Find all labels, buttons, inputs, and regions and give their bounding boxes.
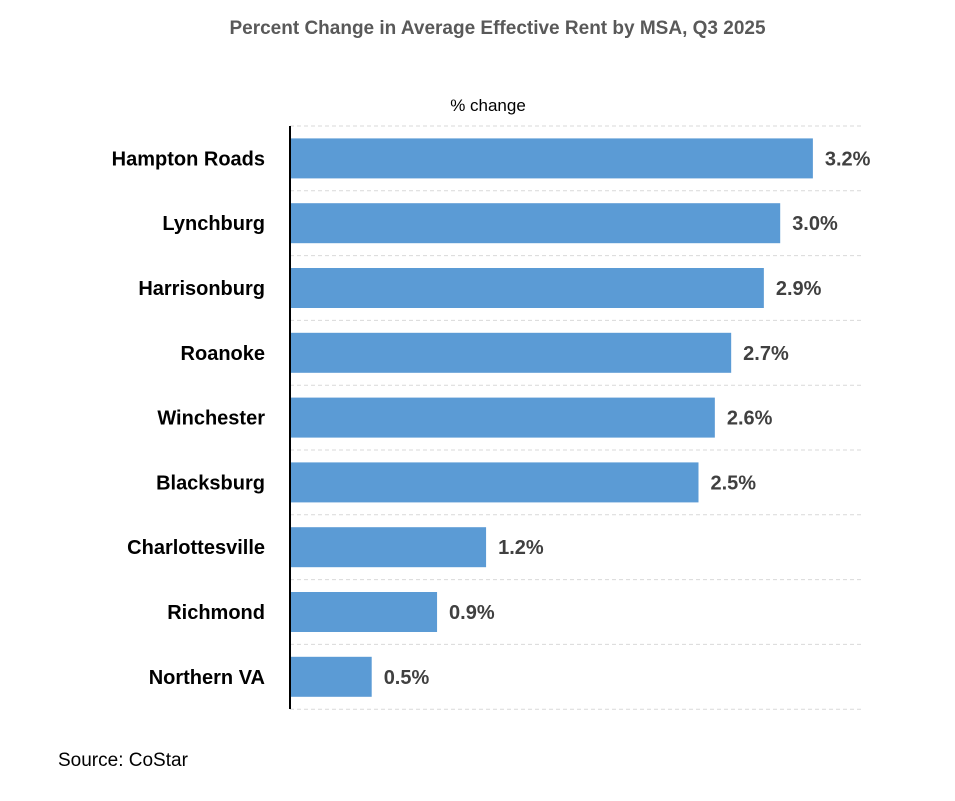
bar	[290, 462, 699, 503]
data-label: 2.6%	[727, 408, 773, 430]
data-label: 1.2%	[498, 537, 544, 559]
category-label: Winchester	[157, 408, 265, 430]
category-label: Hampton Roads	[112, 148, 265, 170]
data-label: 3.0%	[792, 213, 838, 235]
category-label: Charlottesville	[127, 537, 265, 559]
category-label: Roanoke	[181, 343, 265, 365]
category-label: Northern VA	[149, 667, 265, 689]
bar	[290, 592, 438, 632]
data-label: 2.5%	[711, 472, 757, 494]
data-label: 2.9%	[776, 278, 822, 300]
category-label: Lynchburg	[162, 213, 265, 235]
category-label: Richmond	[167, 602, 265, 624]
bar	[290, 203, 781, 244]
chart-title: Percent Change in Average Effective Rent…	[229, 18, 766, 39]
unit-label: % change	[450, 96, 526, 115]
bar	[290, 268, 764, 308]
data-label: 0.5%	[384, 667, 430, 689]
category-label: Harrisonburg	[138, 278, 265, 300]
source-note: Source: CoStar	[58, 750, 188, 771]
data-label: 3.2%	[825, 148, 871, 170]
bar	[290, 656, 372, 697]
bar	[290, 397, 715, 438]
data-label: 0.9%	[449, 602, 495, 624]
category-label: Blacksburg	[156, 472, 265, 494]
data-label: 2.7%	[743, 343, 789, 365]
bar	[290, 138, 813, 179]
bar	[290, 332, 732, 373]
bar	[290, 527, 487, 568]
